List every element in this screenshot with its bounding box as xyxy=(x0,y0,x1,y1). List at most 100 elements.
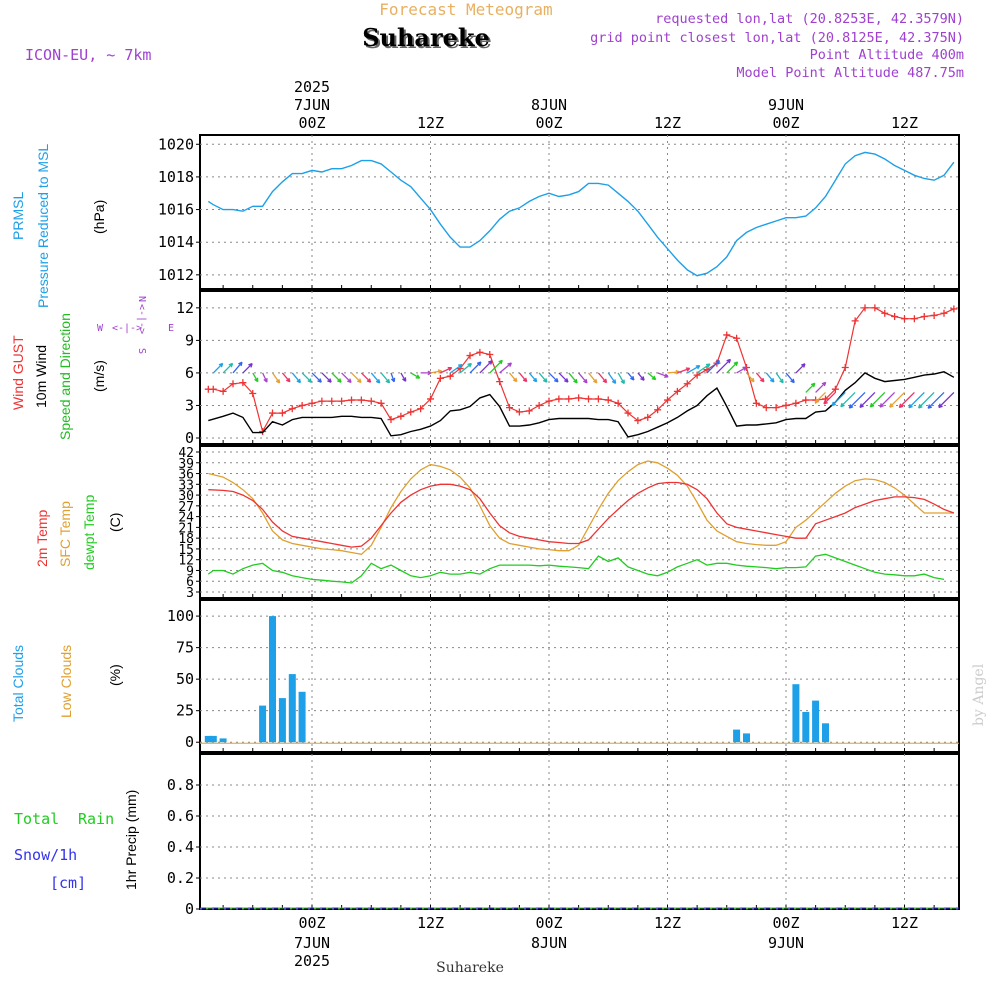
total-clouds-label: Total Clouds xyxy=(10,645,26,722)
time-label-bottom-3: 12Z xyxy=(654,914,681,932)
gust-marker xyxy=(891,313,899,321)
pressure-unit: (hPa) xyxy=(91,200,107,234)
gust-marker xyxy=(604,396,612,404)
day-label-bottom-1: 8JUN xyxy=(531,934,567,952)
gust-marker xyxy=(506,404,513,412)
wind-direction-arrow xyxy=(301,372,313,383)
ytick-label-4-2: 0.4 xyxy=(167,838,194,856)
ytick-label-2-8: 27 xyxy=(178,500,194,515)
wind-direction-arrow xyxy=(597,372,608,384)
gust-marker xyxy=(614,399,622,407)
wind-direction-arrow xyxy=(765,372,775,383)
ytick-label-1-3: 9 xyxy=(185,331,194,349)
sfc-temp-line xyxy=(208,460,954,555)
gust-marker xyxy=(940,309,948,317)
gust-marker xyxy=(496,378,504,386)
wind-direction-arrow xyxy=(785,372,795,384)
total-clouds-bar xyxy=(802,711,810,743)
t2m-label: 2m Temp xyxy=(34,509,50,567)
gust-marker xyxy=(476,348,484,356)
tsfc-label: SFC Temp xyxy=(57,501,73,567)
wind-direction-arrow xyxy=(440,366,453,374)
gust-marker xyxy=(466,352,474,360)
total-clouds-bar xyxy=(278,698,286,743)
gust-marker xyxy=(367,397,375,405)
wind-direction-arrow xyxy=(212,362,224,374)
ytick-label-2-0: 3 xyxy=(186,586,194,601)
gust-marker xyxy=(288,405,296,413)
pressure-line xyxy=(207,151,955,277)
wind-direction-arrow xyxy=(736,366,748,374)
wind-direction-arrow xyxy=(351,372,362,384)
dew-label: dewpt Temp xyxy=(81,495,97,570)
precip-unit: 1hr Precip (mm) xyxy=(123,790,139,890)
wind-direction-arrow xyxy=(814,391,826,404)
day-label-top-0: 7JUN xyxy=(294,96,330,114)
gust-marker xyxy=(535,401,543,409)
panel-frame-1 xyxy=(199,290,960,445)
wind-direction-arrow xyxy=(587,372,598,384)
wind-direction-arrow xyxy=(848,391,866,409)
ytick-label-2-11: 36 xyxy=(178,468,194,483)
location-title: Suhareke xyxy=(362,23,490,52)
gust-marker xyxy=(239,379,247,387)
ytick-label-4-0: 0 xyxy=(185,900,194,918)
compass-e: E xyxy=(168,323,174,334)
wind-direction-arrow xyxy=(420,370,432,376)
compass-n: N xyxy=(136,296,147,302)
ytick-label-3-4: 100 xyxy=(167,607,194,625)
gust-marker xyxy=(555,395,563,403)
rain-label-a: Total xyxy=(14,810,59,828)
gust-marker xyxy=(723,331,731,339)
gust-marker xyxy=(328,397,336,405)
panel-frame-3 xyxy=(199,599,960,753)
total-clouds-bar xyxy=(259,705,267,743)
ytick-label-3-1: 25 xyxy=(176,702,194,720)
wind-line xyxy=(208,371,955,438)
gust-marker xyxy=(338,397,346,405)
ytick-label-0-0: 1012 xyxy=(158,266,194,284)
wind-dir-label: Speed and Direction xyxy=(57,313,73,440)
wind-direction-arrow xyxy=(410,372,421,379)
plots: 1012101410161018102003691236912151821242… xyxy=(158,78,960,970)
panel-frame-4 xyxy=(199,753,960,910)
app-title: Forecast Meteogram xyxy=(379,0,552,19)
time-label-bottom-2: 00Z xyxy=(535,914,562,932)
wind-direction-arrow xyxy=(726,361,739,374)
precip-labels: Total Rain Snow/1h [cm] 1hr Precip (mm) xyxy=(14,790,139,892)
gust-marker xyxy=(802,396,810,404)
gust-marker xyxy=(525,407,533,415)
ytick-label-2-10: 33 xyxy=(178,478,194,493)
requested-point: requested lon,lat (20.8253E, 42.3579N) xyxy=(655,11,964,27)
ytick-label-2-6: 21 xyxy=(178,521,194,536)
dewpt-line xyxy=(207,553,945,584)
gust-marker xyxy=(792,399,800,407)
pressure-label-a: PRMSL xyxy=(10,192,26,240)
time-label-bottom-0: 00Z xyxy=(298,914,325,932)
gust-marker xyxy=(545,397,553,405)
gust-marker xyxy=(762,404,770,412)
ytick-label-2-12: 39 xyxy=(178,457,194,472)
ytick-label-1-1: 3 xyxy=(185,396,194,414)
cloud-labels: Total Clouds Low Clouds (%) xyxy=(10,645,123,722)
wind-direction-arrow xyxy=(479,360,493,374)
gust-marker xyxy=(585,395,592,403)
wind-direction-arrow xyxy=(795,363,806,374)
gust-marker xyxy=(752,399,760,407)
wind-direction-arrow xyxy=(360,372,372,383)
wind-unit: (m/s) xyxy=(91,360,107,392)
wind-direction-arrow xyxy=(469,361,482,374)
time-label-top-2: 00Z xyxy=(535,114,562,132)
wind-direction-arrow xyxy=(840,391,856,408)
wind-direction-arrow xyxy=(578,372,588,384)
wind-direction-arrow xyxy=(869,391,886,408)
ytick-label-0-4: 1020 xyxy=(158,135,194,153)
gust-marker xyxy=(920,313,928,321)
total-clouds-bar xyxy=(743,733,750,743)
time-label-bottom-1: 12Z xyxy=(417,914,444,932)
gust-marker xyxy=(397,412,405,420)
wind-direction-arrow xyxy=(518,372,528,383)
ytick-label-1-2: 6 xyxy=(185,364,194,382)
wind-direction-arrow xyxy=(746,372,755,383)
wind-direction-arrow xyxy=(637,372,645,381)
